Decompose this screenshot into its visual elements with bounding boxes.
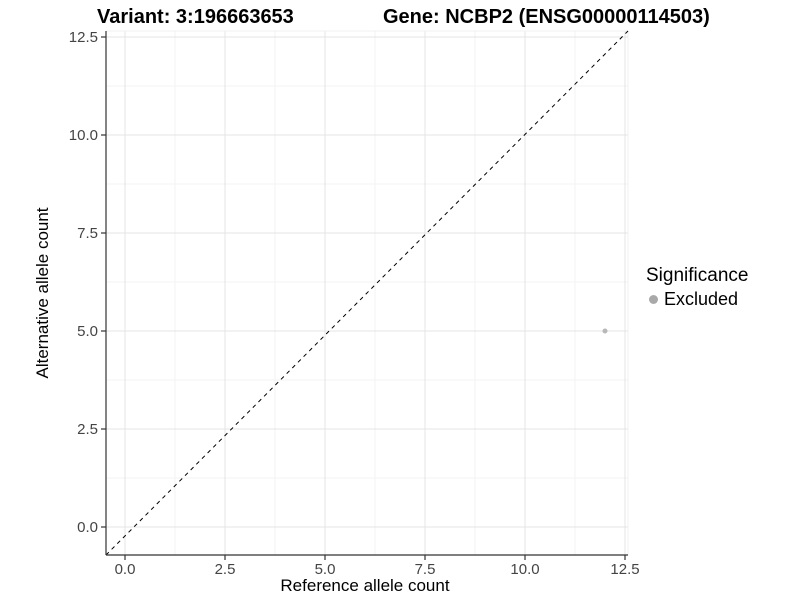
x-tick-label: 0.0 — [115, 561, 136, 578]
y-axis-title: Alternative allele count — [33, 207, 52, 378]
excluded-point-icon — [649, 295, 658, 304]
data-point-excluded — [602, 328, 608, 334]
legend: Significance Excluded — [646, 265, 748, 310]
legend-item-excluded: Excluded — [646, 289, 748, 310]
y-tick-label: 5.0 — [77, 323, 98, 340]
x-tick-label: 2.5 — [215, 561, 236, 578]
legend-title: Significance — [646, 265, 749, 286]
y-tick-label: 12.5 — [69, 29, 98, 46]
plot-title-gene: Gene: NCBP2 (ENSG00000114503) — [383, 6, 710, 28]
gridlines-layer — [106, 30, 629, 555]
plot-title-variant: Variant: 3:196663653 — [97, 6, 294, 28]
x-tick-label: 10.0 — [510, 561, 539, 578]
y-tick-label: 0.0 — [77, 519, 98, 536]
y-tick-label: 2.5 — [77, 421, 98, 438]
marks-layer — [105, 30, 629, 556]
legend-item-label: Excluded — [664, 289, 739, 309]
x-axis-title: Reference allele count — [280, 576, 449, 595]
identity-dashed-line — [105, 30, 629, 556]
x-tick-label: 7.5 — [415, 561, 436, 578]
x-tick-label: 5.0 — [315, 561, 336, 578]
x-tick-label: 12.5 — [610, 561, 639, 578]
y-tick-label: 7.5 — [77, 225, 98, 242]
axes-layer: 0.0 2.5 5.0 7.5 10.0 12.5 0.0 2.5 5.0 7.5 10.0 12.5 — [69, 29, 640, 578]
y-tick-label: 10.0 — [69, 127, 98, 144]
